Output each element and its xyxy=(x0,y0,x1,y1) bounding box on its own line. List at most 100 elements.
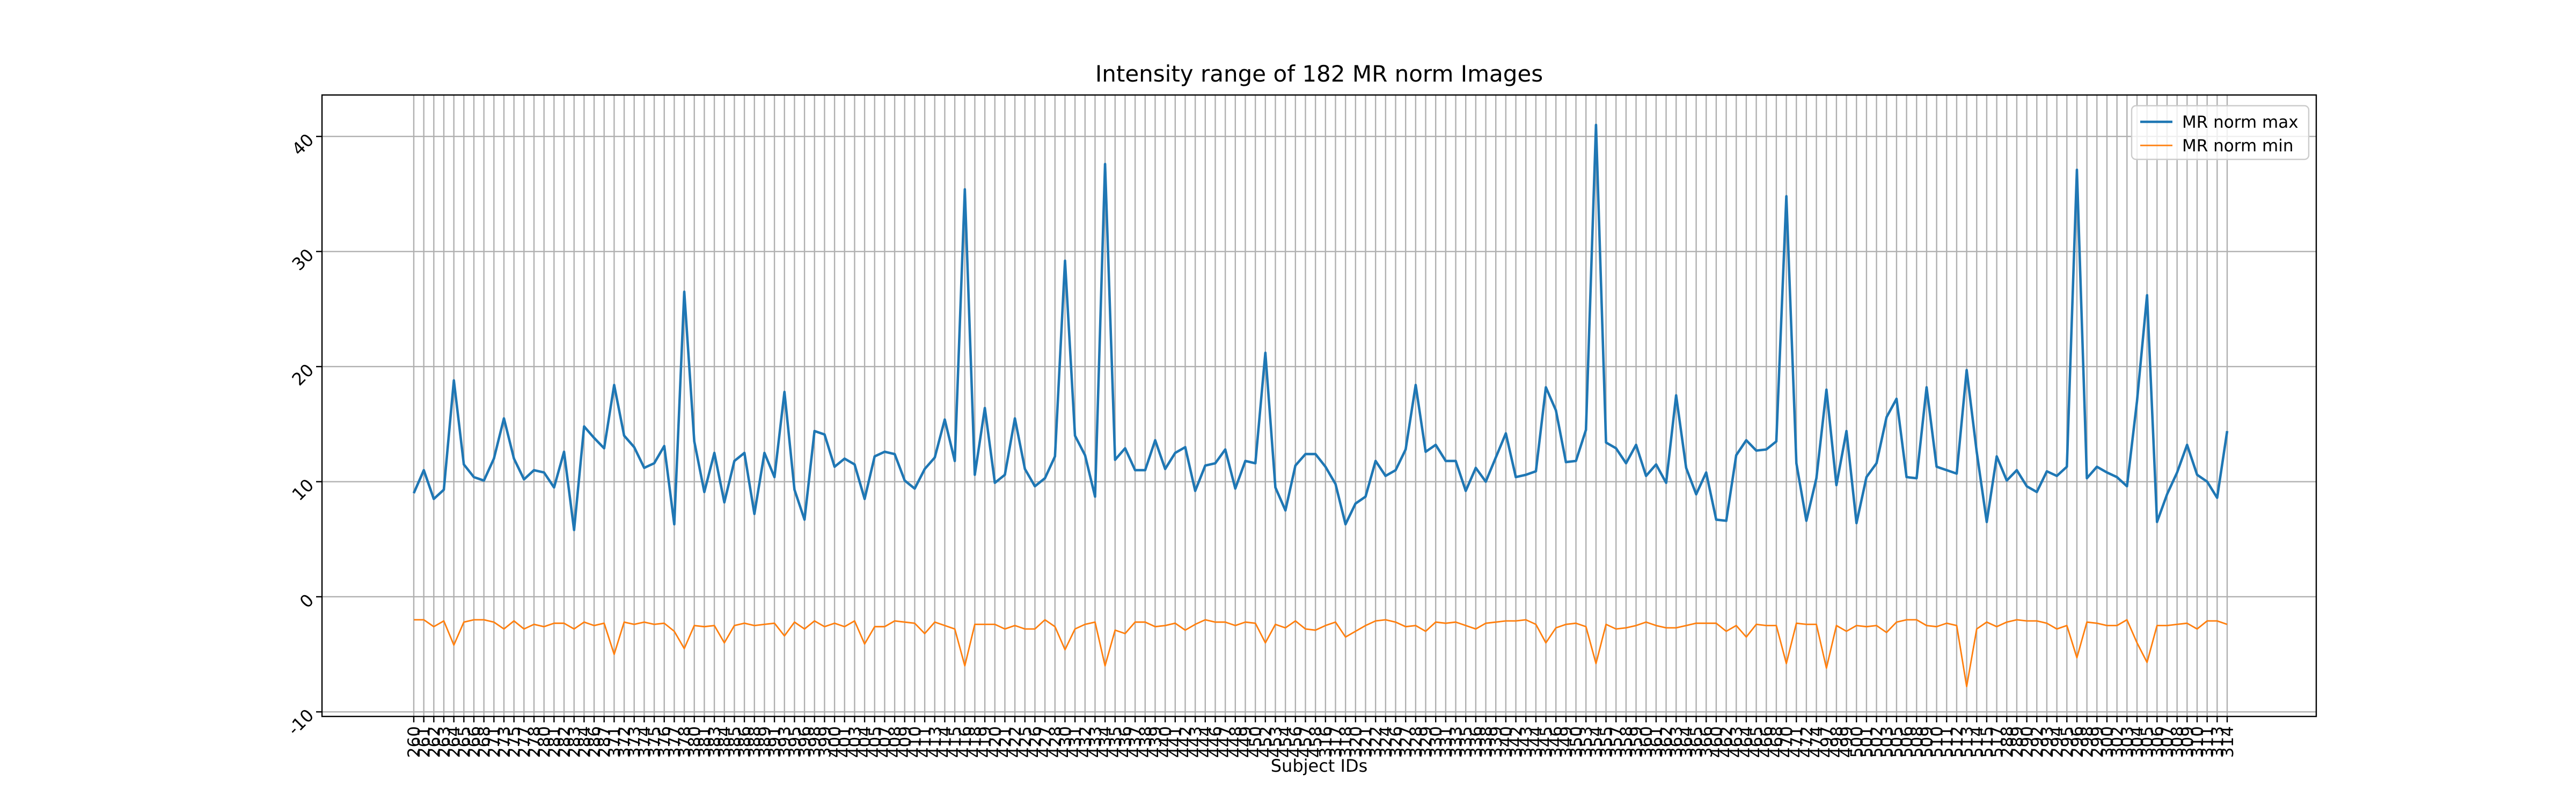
x-tick-label: 399 xyxy=(815,726,835,758)
x-tick-label: 398 xyxy=(806,726,825,758)
x-tick-label: 440 xyxy=(1156,726,1175,758)
x-tick-label: 359 xyxy=(1627,726,1646,758)
x-tick-label: 336 xyxy=(1467,726,1486,758)
x-tick-label: 375 xyxy=(645,726,664,758)
x-tick-label: 388 xyxy=(745,726,765,758)
x-tick-label: 365 xyxy=(1687,726,1707,758)
plot-frame xyxy=(321,94,2317,718)
x-tick-label: 303 xyxy=(2118,726,2137,758)
x-tick-label: 517 xyxy=(1988,726,2007,758)
y-tick-label: -10 xyxy=(283,705,318,740)
x-tick-label: 400 xyxy=(825,726,845,758)
x-tick-label: 500 xyxy=(1847,726,1867,758)
x-tick-label: 353 xyxy=(1577,726,1596,758)
x-tick-label: 290 xyxy=(2018,726,2037,758)
x-tick-label: 338 xyxy=(1477,726,1496,758)
x-tick-label: 514 xyxy=(1967,726,1987,758)
x-tick-label: 450 xyxy=(1246,726,1265,758)
x-tick-label: 511 xyxy=(1937,726,1957,758)
y-tick-label: 40 xyxy=(288,129,318,159)
x-tick-label: 383 xyxy=(705,726,724,758)
x-tick-label: 384 xyxy=(715,726,735,758)
x-tick-label: 329 xyxy=(1417,726,1436,758)
x-tick-label: 317 xyxy=(1327,726,1346,758)
x-tick-label: 318 xyxy=(1336,726,1356,758)
x-tick-label: 448 xyxy=(1226,726,1246,758)
x-tick-label: 299 xyxy=(2088,726,2107,758)
x-tick-label: 413 xyxy=(926,726,945,758)
x-tick-label: 380 xyxy=(685,726,705,758)
x-tick-label: 430 xyxy=(1056,726,1075,758)
x-tick-label: 288 xyxy=(1997,726,2017,758)
x-tick-label: 447 xyxy=(1216,726,1235,758)
x-tick-label: 335 xyxy=(1457,726,1476,758)
x-tick-label: 294 xyxy=(2048,726,2067,758)
x-tick-label: 509 xyxy=(1918,726,1937,758)
x-tick-label: 405 xyxy=(866,726,885,758)
x-tick-label: 280 xyxy=(535,726,554,758)
x-tick-label: 265 xyxy=(455,726,474,758)
x-tick-label: 333 xyxy=(1447,726,1466,758)
x-tick-label: 422 xyxy=(1006,726,1025,758)
x-tick-label: 309 xyxy=(2178,726,2197,758)
x-tick-label: 350 xyxy=(1567,726,1586,758)
x-tick-label: 373 xyxy=(625,726,645,758)
x-tick-label: 360 xyxy=(1637,726,1656,758)
x-tick-label: 438 xyxy=(1136,726,1155,758)
x-tick-label: 426 xyxy=(1026,726,1045,758)
x-tick-label: 342 xyxy=(1507,726,1526,758)
x-tick-label: 271 xyxy=(485,726,504,758)
x-tick-label: 471 xyxy=(1787,726,1806,758)
x-tick-label: 295 xyxy=(2058,726,2077,758)
x-tick-label: 401 xyxy=(836,726,855,758)
x-tick-label: 386 xyxy=(735,726,755,758)
x-tick-label: 273 xyxy=(495,726,514,758)
x-tick-label: 381 xyxy=(695,726,714,758)
x-tick-label: 436 xyxy=(1116,726,1135,758)
x-tick-label: 498 xyxy=(1827,726,1847,758)
legend: MR norm max MR norm min xyxy=(2131,105,2310,160)
x-tick-label: 260 xyxy=(405,726,424,758)
x-tick-label: 446 xyxy=(1206,726,1225,758)
x-tick-label: 462 xyxy=(1717,726,1737,758)
x-tick-label: 470 xyxy=(1777,726,1797,758)
x-tick-label: 372 xyxy=(615,726,634,758)
x-tick-label: 433 xyxy=(1086,726,1105,758)
x-tick-label: 330 xyxy=(1426,726,1446,758)
x-tick-label: 266 xyxy=(465,726,484,758)
x-tick-label: 322 xyxy=(1366,726,1386,758)
x-tick-label: 328 xyxy=(1407,726,1426,758)
legend-label: MR norm min xyxy=(2182,136,2293,156)
data-line xyxy=(414,619,2228,687)
x-tick-label: 425 xyxy=(1016,726,1035,758)
x-tick-label: 468 xyxy=(1767,726,1787,758)
x-tick-label: 327 xyxy=(1396,726,1416,758)
x-tick-label: 415 xyxy=(946,726,965,758)
x-tick-label: 508 xyxy=(1907,726,1927,758)
x-tick-label: 408 xyxy=(885,726,905,758)
x-tick-label: 506 xyxy=(1898,726,1917,758)
x-tick-label: 457 xyxy=(1296,726,1315,758)
x-tick-label: 411 xyxy=(916,726,935,758)
x-tick-label: 414 xyxy=(935,726,955,758)
x-tick-label: 512 xyxy=(1948,726,1967,758)
x-tick-label: 364 xyxy=(1677,726,1696,758)
x-tick-label: 409 xyxy=(896,726,915,758)
x-tick-label: 427 xyxy=(1036,726,1055,758)
x-tick-label: 284 xyxy=(575,726,594,758)
x-tick-label: 363 xyxy=(1667,726,1686,758)
y-tick-label: 30 xyxy=(288,245,318,275)
x-tick-label: 306 xyxy=(2148,726,2167,758)
x-tick-label: 385 xyxy=(725,726,744,758)
x-tick-label: 324 xyxy=(1377,726,1396,758)
x-tick-label: 268 xyxy=(475,726,494,758)
x-tick-label: 403 xyxy=(845,726,865,758)
x-tick-label: 281 xyxy=(545,726,564,758)
legend-label: MR norm max xyxy=(2182,113,2299,132)
x-tick-label: 287 xyxy=(595,726,614,758)
x-tick-label: 357 xyxy=(1607,726,1626,758)
x-tick-label: 497 xyxy=(1817,726,1836,758)
x-tick-label: 362 xyxy=(1657,726,1677,758)
